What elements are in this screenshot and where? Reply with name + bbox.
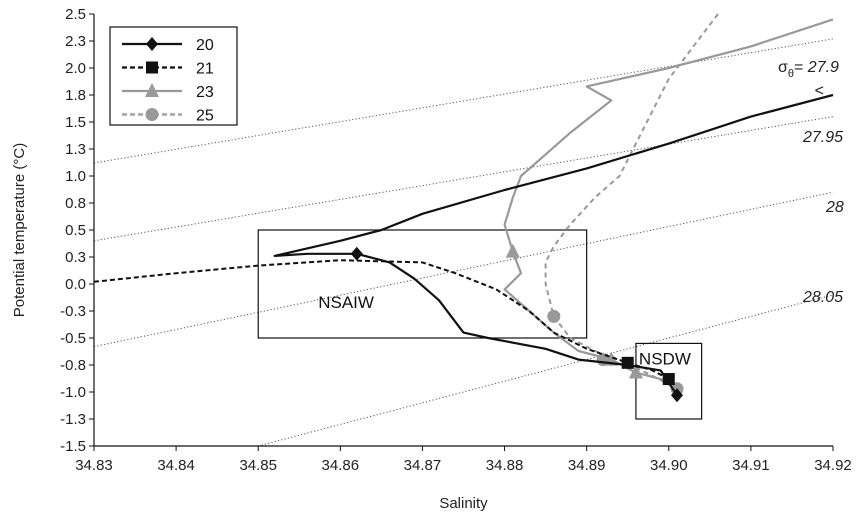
x-tick-label: 34.91 bbox=[732, 457, 770, 474]
isopycnal-label: σθ= 27.9 bbox=[778, 59, 839, 80]
legend-label-23: 23 bbox=[196, 84, 214, 101]
y-tick-label: -0.5 bbox=[60, 330, 86, 347]
y-tick-label: 2.3 bbox=[65, 33, 86, 50]
region-label-nsaiw: NSAIW bbox=[318, 293, 374, 312]
y-tick-label: 1.8 bbox=[65, 87, 86, 104]
y-tick-label: 0.3 bbox=[65, 249, 86, 266]
x-tick-label: 34.84 bbox=[157, 457, 195, 474]
isopycnal-line bbox=[93, 116, 834, 242]
legend-label-21: 21 bbox=[196, 61, 214, 78]
y-tick-label: 2.5 bbox=[65, 6, 86, 23]
x-tick-label: 34.92 bbox=[814, 457, 852, 474]
y-tick-label: 2.0 bbox=[65, 60, 86, 77]
y-tick-label: 1.3 bbox=[65, 141, 86, 158]
isopycnal-layer: σθ= 27.9 27.95 28 28.05 < bbox=[93, 38, 844, 447]
x-tick-label: 34.83 bbox=[75, 457, 113, 474]
annotation-text: < bbox=[814, 83, 823, 100]
isopycnal-label: 27.95 bbox=[802, 129, 843, 146]
isopycnal-label-value: 27.9 bbox=[807, 59, 839, 76]
series-layer bbox=[93, 13, 834, 403]
isopycnal-label: 28.05 bbox=[802, 289, 843, 306]
x-tick-label: 34.85 bbox=[239, 457, 277, 474]
isopycnal-line bbox=[93, 191, 834, 348]
isopycnal-label-subscript: θ bbox=[788, 68, 794, 80]
x-axis-label: Salinity bbox=[439, 495, 488, 512]
region-label-nsdw: NSDW bbox=[639, 349, 691, 368]
legend-marker-23 bbox=[145, 83, 159, 97]
series-line-25 bbox=[544, 13, 719, 390]
series-marker-23 bbox=[505, 243, 520, 258]
region-layer: NSAIW NSDW bbox=[257, 229, 703, 420]
series-marker-25 bbox=[547, 309, 561, 323]
axis-layer: 34.83 34.84 34.85 34.86 34.87 34.88 34.89 34.90… bbox=[60, 6, 852, 474]
y-tick-label: 0.8 bbox=[65, 195, 86, 212]
series-marker-21 bbox=[662, 373, 675, 386]
region-box-nsaiw bbox=[257, 229, 588, 339]
legend-marker-21 bbox=[146, 61, 158, 74]
x-tick-label: 34.88 bbox=[486, 457, 524, 474]
series-line-23 bbox=[503, 18, 834, 383]
y-axis-label: Potential temperature (°C) bbox=[11, 143, 28, 317]
y-tick-label: -0.8 bbox=[60, 357, 86, 374]
series-line-21 bbox=[93, 259, 670, 380]
series-marker-20 bbox=[350, 246, 363, 261]
x-tick-label: 34.87 bbox=[404, 457, 442, 474]
y-tick-label: 1.5 bbox=[65, 114, 86, 131]
region-box-nsdw bbox=[635, 342, 703, 420]
isopycnal-line bbox=[93, 38, 834, 164]
isopycnal-label-sigma: σ bbox=[778, 59, 788, 76]
y-tick-label: 0.0 bbox=[65, 276, 86, 293]
legend-marker-25 bbox=[145, 108, 159, 121]
series-line-20 bbox=[273, 93, 834, 396]
x-tick-label: 34.89 bbox=[568, 457, 606, 474]
y-tick-label: -1.0 bbox=[60, 384, 86, 401]
y-tick-label: -1.3 bbox=[60, 411, 86, 428]
y-tick-label: 0.5 bbox=[65, 222, 86, 239]
isopycnal-label-eq: = bbox=[794, 59, 808, 76]
y-tick-label: -0.3 bbox=[60, 303, 86, 320]
y-tick-label: -1.5 bbox=[60, 438, 86, 455]
series-marker-20 bbox=[670, 388, 683, 403]
legend-box bbox=[109, 26, 238, 126]
x-tick-label: 34.90 bbox=[650, 457, 688, 474]
x-tick-label: 34.86 bbox=[322, 457, 360, 474]
series-marker-21 bbox=[621, 356, 634, 369]
legend: 20 21 23 25 bbox=[109, 26, 238, 126]
series-marker-23 bbox=[628, 364, 643, 379]
isopycnal-line bbox=[258, 294, 834, 447]
isopycnal-label: 28 bbox=[825, 199, 844, 216]
legend-marker-20 bbox=[146, 37, 158, 51]
y-tick-label: 1.0 bbox=[65, 168, 86, 185]
legend-label-20: 20 bbox=[196, 37, 214, 54]
legend-label-25: 25 bbox=[196, 108, 214, 125]
